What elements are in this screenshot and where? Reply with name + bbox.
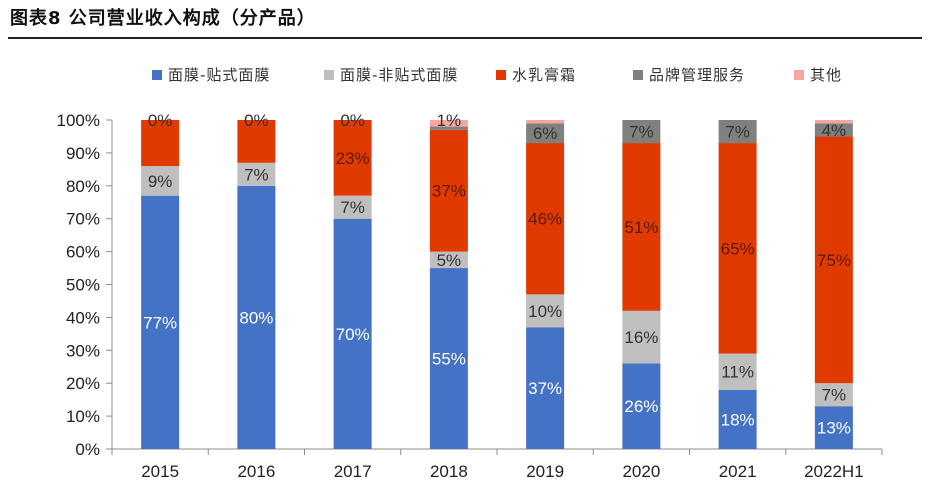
data-label-3: 4% bbox=[822, 121, 847, 140]
legend-swatch-4 bbox=[794, 70, 804, 80]
bar-segment-1 bbox=[141, 166, 180, 196]
bar-segment-2 bbox=[814, 136, 853, 384]
bar-segment-2 bbox=[429, 129, 468, 252]
data-label-3: 7% bbox=[725, 123, 750, 142]
data-label-3: 7% bbox=[629, 123, 654, 142]
bar-segment-0 bbox=[141, 195, 180, 449]
data-label-2: 37% bbox=[432, 182, 466, 201]
x-tick-label: 2017 bbox=[334, 462, 372, 481]
bar-segment-4 bbox=[814, 120, 853, 124]
data-label-0: 37% bbox=[528, 379, 562, 398]
y-tick-label: 100% bbox=[57, 111, 100, 130]
bar-segment-1 bbox=[622, 310, 661, 364]
y-tick-label: 20% bbox=[66, 374, 100, 393]
figure-title: 图表8 公司营业收入构成（分产品） bbox=[10, 8, 316, 29]
data-label-1: 7% bbox=[340, 198, 365, 217]
bar-segment-0 bbox=[622, 363, 661, 449]
bar-segment-1 bbox=[333, 195, 372, 219]
bar-segment-1 bbox=[429, 251, 468, 269]
bar-segment-1 bbox=[718, 353, 757, 390]
y-tick-label: 80% bbox=[66, 177, 100, 196]
data-label-3: 0% bbox=[244, 111, 269, 130]
data-label-2: 23% bbox=[336, 149, 370, 168]
data-label-2: 51% bbox=[624, 218, 658, 237]
data-label-1: 9% bbox=[148, 172, 173, 191]
bar-segment-1 bbox=[814, 383, 853, 407]
bar-segment-3 bbox=[814, 123, 853, 137]
data-label-3: 0% bbox=[148, 111, 173, 130]
data-label-3: 0% bbox=[340, 111, 365, 130]
y-tick-label: 60% bbox=[66, 243, 100, 262]
bar-segment-2 bbox=[237, 120, 276, 163]
y-tick-label: 0% bbox=[75, 440, 100, 459]
x-tick-label: 2020 bbox=[622, 462, 660, 481]
bar-segment-3 bbox=[526, 123, 565, 144]
y-tick-label: 40% bbox=[66, 308, 100, 327]
x-tick-label: 2022H1 bbox=[804, 462, 864, 481]
bar-segment-0 bbox=[526, 327, 565, 449]
x-tick-label: 2021 bbox=[719, 462, 757, 481]
legend-label-3: 品牌管理服务 bbox=[649, 66, 745, 84]
data-label-1: 11% bbox=[721, 363, 754, 382]
x-tick-label: 2018 bbox=[430, 462, 468, 481]
data-label-0: 26% bbox=[624, 397, 658, 416]
bar-segment-4 bbox=[429, 120, 468, 127]
data-label-2: 46% bbox=[528, 210, 562, 229]
data-label-1: 5% bbox=[437, 251, 462, 270]
bar-segment-1 bbox=[237, 162, 276, 186]
legend-swatch-3 bbox=[633, 70, 643, 80]
legend-label-2: 水乳膏霜 bbox=[512, 66, 576, 84]
bar-segment-2 bbox=[141, 120, 180, 167]
bar-segment-4 bbox=[526, 120, 565, 124]
x-tick-label: 2015 bbox=[141, 462, 179, 481]
data-label-1: 7% bbox=[822, 386, 847, 405]
legend-swatch-2 bbox=[496, 70, 506, 80]
x-tick-label: 2019 bbox=[526, 462, 564, 481]
data-label-2: 65% bbox=[721, 239, 755, 258]
y-tick-label: 50% bbox=[66, 276, 100, 295]
bar-segment-0 bbox=[718, 389, 757, 449]
y-tick-label: 30% bbox=[66, 341, 100, 360]
legend-swatch-1 bbox=[324, 70, 334, 80]
bar-segment-0 bbox=[333, 218, 372, 449]
data-label-1: 10% bbox=[528, 302, 562, 321]
data-label-3: 6% bbox=[533, 124, 558, 143]
legend-label-1: 面膜-非贴式面膜 bbox=[340, 66, 458, 84]
legend-label-4: 其他 bbox=[810, 66, 842, 84]
data-label-0: 77% bbox=[143, 313, 177, 332]
y-tick-label: 70% bbox=[66, 210, 100, 229]
data-label-0: 80% bbox=[239, 308, 273, 327]
data-label-2: 75% bbox=[817, 251, 851, 270]
bar-segment-1 bbox=[526, 294, 565, 328]
data-label-1: 7% bbox=[244, 165, 269, 184]
title-rule bbox=[8, 37, 922, 39]
data-label-0: 70% bbox=[336, 325, 370, 344]
bar-segment-3 bbox=[718, 120, 757, 144]
data-label-0: 55% bbox=[432, 350, 466, 369]
bar-segment-2 bbox=[622, 143, 661, 311]
data-label-0: 13% bbox=[817, 419, 851, 438]
x-tick-label: 2016 bbox=[237, 462, 275, 481]
bar-segment-2 bbox=[718, 143, 757, 354]
y-tick-label: 10% bbox=[66, 407, 100, 426]
legend-swatch-0 bbox=[152, 70, 162, 80]
bar-segment-2 bbox=[333, 120, 372, 196]
bar-segment-0 bbox=[429, 268, 468, 449]
bar-segment-3 bbox=[622, 120, 661, 144]
data-label-1: 16% bbox=[624, 328, 658, 347]
data-label-3: 1% bbox=[437, 111, 462, 130]
bar-segment-0 bbox=[814, 406, 853, 449]
data-label-0: 18% bbox=[721, 410, 755, 429]
legend-label-0: 面膜-贴式面膜 bbox=[168, 66, 270, 84]
bar-segment-2 bbox=[526, 143, 565, 295]
bar-segment-3 bbox=[429, 126, 468, 130]
y-tick-label: 90% bbox=[66, 144, 100, 163]
bar-segment-0 bbox=[237, 185, 276, 450]
